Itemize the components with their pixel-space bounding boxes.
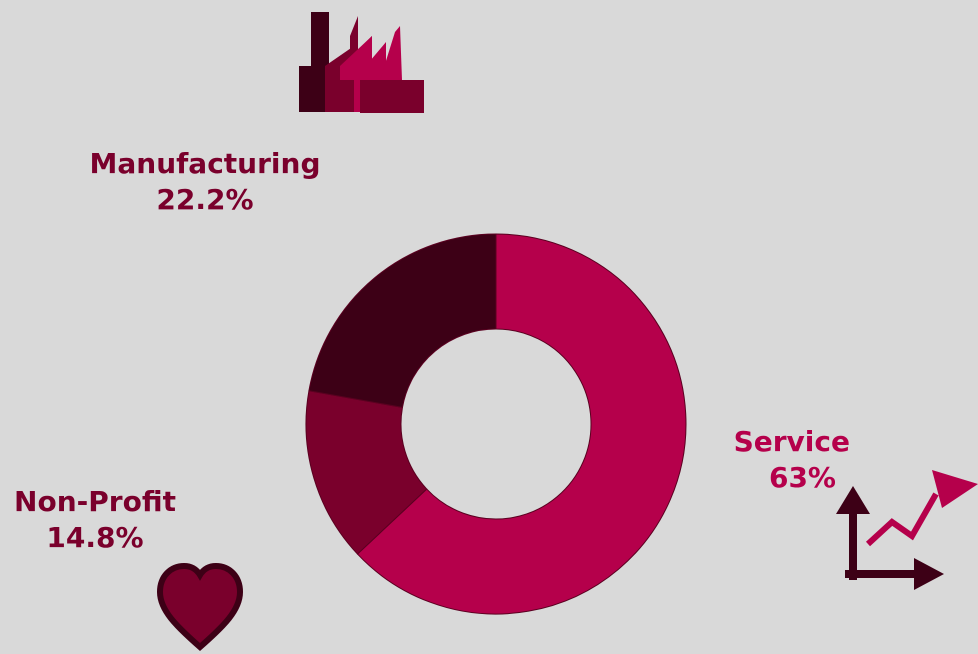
- manufacturing-value: 22.2%: [156, 183, 254, 216]
- growth-chart-icon: [836, 470, 978, 590]
- heart-icon: [156, 562, 244, 651]
- slice-service: [356, 233, 687, 615]
- manufacturing-name: Manufacturing: [89, 147, 321, 180]
- service-name: Service: [733, 425, 850, 458]
- donut-slices: [305, 233, 687, 615]
- label-service: Service 63%: [700, 424, 850, 496]
- nonprofit-value: 14.8%: [46, 521, 144, 554]
- nonprofit-name: Non-Profit: [14, 485, 176, 518]
- label-nonprofit: Non-Profit 14.8%: [0, 484, 190, 556]
- slice-manufacturing: [308, 233, 497, 408]
- factory-icon: [299, 12, 424, 113]
- slice-non-profit: [305, 390, 428, 555]
- label-manufacturing: Manufacturing 22.2%: [80, 146, 330, 218]
- service-value: 63%: [768, 461, 836, 494]
